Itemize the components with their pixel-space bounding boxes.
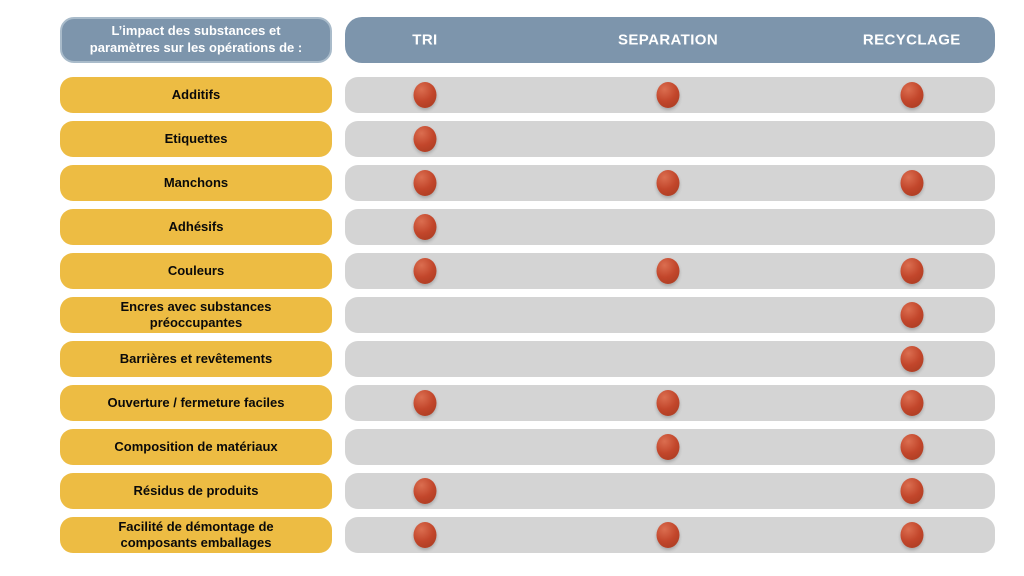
row-label: Etiquettes <box>60 121 332 157</box>
impact-dot-tri <box>413 126 437 152</box>
table-row: Résidus de produits <box>60 473 995 509</box>
row-bar <box>345 165 995 201</box>
row-bar <box>345 297 995 333</box>
impact-matrix-table: L’impact des substances et paramètres su… <box>60 17 995 561</box>
row-bar <box>345 385 995 421</box>
header-row: L’impact des substances et paramètres su… <box>60 17 995 63</box>
matrix-rows: Additifs Etiquettes Manchons Adhésifs Co… <box>60 77 995 553</box>
table-row: Facilité de démontage de composants emba… <box>60 517 995 553</box>
impact-dot-separation <box>656 82 680 108</box>
impact-dot-separation <box>656 390 680 416</box>
table-row: Additifs <box>60 77 995 113</box>
column-header-separation: SEPARATION <box>617 31 719 49</box>
row-bar <box>345 473 995 509</box>
row-bar <box>345 429 995 465</box>
impact-dot-tri <box>413 82 437 108</box>
impact-dot-separation <box>656 170 680 196</box>
table-row: Barrières et revêtements <box>60 341 995 377</box>
column-header-recyclage: RECYCLAGE <box>862 31 961 49</box>
row-label: Encres avec substances préoccupantes <box>60 297 332 333</box>
table-row: Composition de matériaux <box>60 429 995 465</box>
impact-dot-recyclage <box>900 390 924 416</box>
table-row: Adhésifs <box>60 209 995 245</box>
impact-dot-separation <box>656 258 680 284</box>
row-bar <box>345 77 995 113</box>
matrix-title: L’impact des substances et paramètres su… <box>60 17 332 63</box>
row-label: Manchons <box>60 165 332 201</box>
impact-dot-recyclage <box>900 522 924 548</box>
row-label: Adhésifs <box>60 209 332 245</box>
impact-dot-tri <box>413 390 437 416</box>
impact-dot-tri <box>413 258 437 284</box>
impact-dot-tri <box>413 478 437 504</box>
row-label: Composition de matériaux <box>60 429 332 465</box>
row-bar <box>345 517 995 553</box>
table-row: Manchons <box>60 165 995 201</box>
row-bar <box>345 341 995 377</box>
impact-dot-recyclage <box>900 82 924 108</box>
row-label: Barrières et revêtements <box>60 341 332 377</box>
column-header-tri: TRI <box>412 31 438 49</box>
row-label: Résidus de produits <box>60 473 332 509</box>
impact-dot-recyclage <box>900 170 924 196</box>
impact-dot-tri <box>413 522 437 548</box>
row-bar <box>345 121 995 157</box>
table-row: Couleurs <box>60 253 995 289</box>
table-row: Encres avec substances préoccupantes <box>60 297 995 333</box>
impact-dot-tri <box>413 214 437 240</box>
row-bar <box>345 209 995 245</box>
row-label: Couleurs <box>60 253 332 289</box>
row-label: Ouverture / fermeture faciles <box>60 385 332 421</box>
table-row: Etiquettes <box>60 121 995 157</box>
impact-dot-tri <box>413 170 437 196</box>
impact-dot-recyclage <box>900 478 924 504</box>
row-label: Facilité de démontage de composants emba… <box>60 517 332 553</box>
impact-dot-recyclage <box>900 302 924 328</box>
column-header-bar: TRI SEPARATION RECYCLAGE <box>345 17 995 63</box>
impact-dot-recyclage <box>900 258 924 284</box>
impact-dot-recyclage <box>900 434 924 460</box>
row-bar <box>345 253 995 289</box>
table-row: Ouverture / fermeture faciles <box>60 385 995 421</box>
row-label: Additifs <box>60 77 332 113</box>
impact-dot-separation <box>656 434 680 460</box>
impact-dot-separation <box>656 522 680 548</box>
impact-dot-recyclage <box>900 346 924 372</box>
